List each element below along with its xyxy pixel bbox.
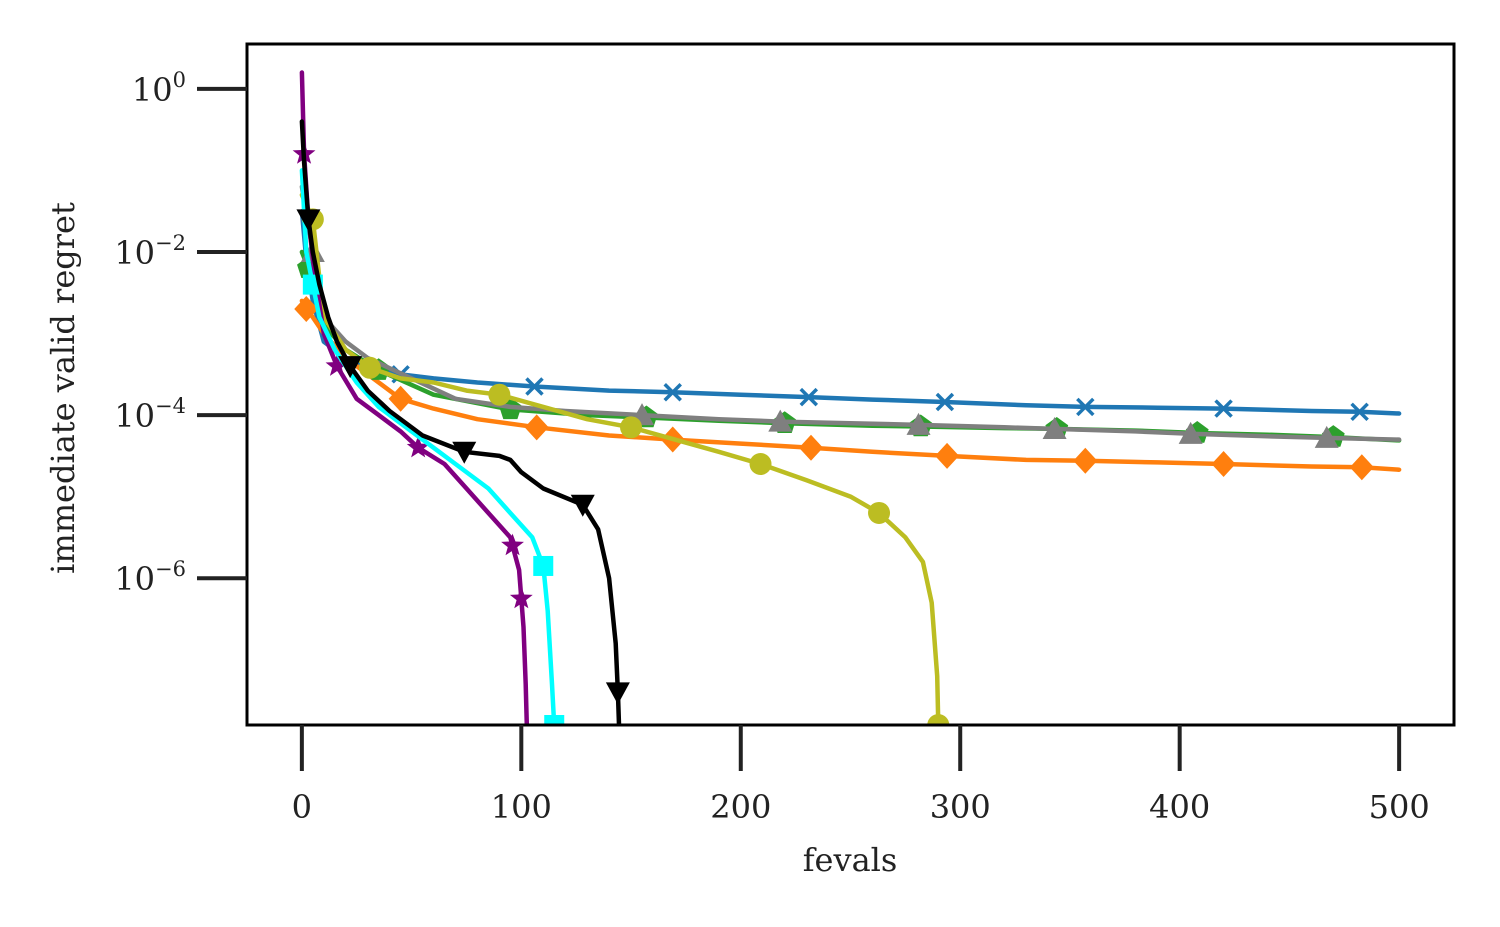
series-marker — [1073, 447, 1098, 474]
series-marker — [524, 414, 549, 441]
series-marker — [768, 409, 793, 432]
y-tick-base: 10 — [114, 234, 155, 272]
series-marker — [296, 209, 321, 232]
series-layer — [292, 70, 1402, 725]
series-marker — [1076, 397, 1095, 417]
y-tick-label: 10−2 — [114, 231, 186, 272]
series-marker — [1178, 421, 1203, 444]
x-tick-label: 500 — [1369, 788, 1430, 826]
y-axis-label: immediate valid regret — [44, 202, 82, 574]
series-marker — [501, 533, 524, 556]
series-marker — [605, 682, 630, 705]
series-marker — [525, 377, 544, 396]
series-line — [299, 119, 622, 725]
y-tick-exponent: −6 — [155, 557, 186, 581]
series-marker — [1349, 454, 1374, 481]
series-marker — [1350, 402, 1369, 422]
y-tick-base: 10 — [114, 397, 155, 435]
series-marker — [868, 501, 891, 524]
y-tick-base: 10 — [114, 560, 155, 598]
y-tick-label: 10−6 — [114, 557, 186, 598]
series-marker — [570, 494, 595, 517]
x-tick-label: 300 — [930, 788, 991, 826]
series-marker — [1314, 425, 1339, 448]
series-marker — [338, 356, 363, 379]
x-axis-label: fevals — [803, 841, 898, 879]
x-axis-ticks: 0 100 200 300 400 500 — [292, 725, 1430, 826]
series-marker — [294, 296, 319, 323]
y-tick-label: 100 — [132, 68, 186, 109]
y-tick-exponent: −2 — [155, 231, 186, 255]
x-tick-label: 0 — [292, 788, 312, 826]
series-marker — [935, 442, 960, 469]
series-marker — [1211, 451, 1236, 478]
series-marker — [406, 435, 430, 458]
series-marker — [799, 387, 819, 407]
series-7 — [296, 119, 630, 725]
x-tick-label: 100 — [491, 788, 552, 826]
series-marker — [1042, 416, 1067, 439]
x-tick-label: 200 — [710, 788, 771, 826]
series-line — [299, 208, 1402, 416]
series-marker — [663, 383, 682, 402]
series-marker — [906, 412, 931, 435]
series-marker — [749, 453, 772, 476]
series-marker — [544, 715, 565, 725]
series-marker — [452, 441, 477, 464]
series-line — [299, 249, 1402, 443]
series-line — [299, 184, 1402, 442]
series-marker — [1214, 399, 1233, 418]
series-marker — [927, 714, 950, 725]
y-tick-exponent: −4 — [155, 394, 186, 418]
plot-frame — [245, 42, 1456, 727]
series-marker — [798, 434, 823, 461]
series-marker — [358, 356, 381, 379]
series-marker — [325, 354, 349, 376]
series-marker — [935, 392, 955, 412]
series-marker — [533, 555, 554, 576]
y-tick-exponent: 0 — [173, 68, 186, 92]
series-line — [299, 168, 557, 725]
series-marker — [388, 385, 413, 412]
series-marker — [509, 586, 533, 609]
series-4 — [299, 192, 950, 725]
y-tick-base: 10 — [132, 71, 173, 109]
x-tick-label: 400 — [1149, 788, 1210, 826]
y-tick-label: 10−4 — [114, 394, 186, 435]
series-marker — [620, 416, 643, 439]
series-line — [299, 192, 941, 725]
series-marker — [488, 383, 511, 406]
